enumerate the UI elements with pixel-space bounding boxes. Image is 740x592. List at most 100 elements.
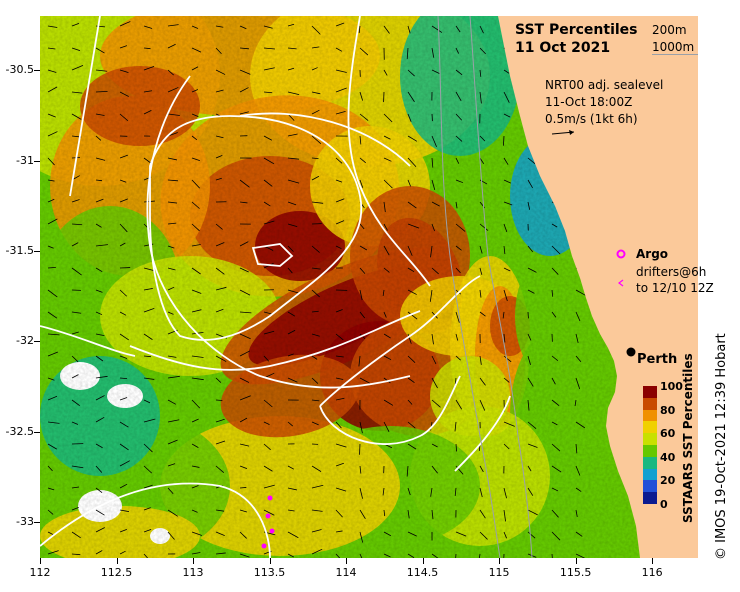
current-arrow xyxy=(479,399,486,411)
current-arrow xyxy=(95,223,102,228)
current-arrow xyxy=(167,531,175,540)
current-arrow xyxy=(143,553,149,558)
x-tick-mark xyxy=(269,558,271,564)
current-arrow xyxy=(239,487,247,489)
colorbar-segment xyxy=(643,468,657,481)
current-arrow xyxy=(335,179,343,183)
current-arrow xyxy=(527,531,536,539)
current-arrow xyxy=(431,355,437,365)
current-arrow xyxy=(47,550,59,555)
current-arrow xyxy=(287,223,298,227)
colorbar-segment xyxy=(643,409,657,422)
current-arrow xyxy=(527,377,534,387)
current-arrow xyxy=(527,509,538,516)
current-arrow xyxy=(503,201,513,206)
current-arrow xyxy=(479,25,484,34)
current-arrow xyxy=(479,69,482,77)
current-arrow xyxy=(191,47,202,53)
current-arrow xyxy=(383,553,391,558)
current-arrow xyxy=(479,377,486,386)
x-tick-mark xyxy=(422,558,424,564)
current-arrow xyxy=(287,289,299,294)
current-arrow xyxy=(95,90,108,93)
current-arrow xyxy=(95,443,103,449)
current-arrow xyxy=(95,47,105,54)
current-arrow xyxy=(263,67,275,71)
current-arrow xyxy=(359,157,366,164)
current-arrow xyxy=(167,113,180,116)
current-arrow xyxy=(95,333,105,336)
current-arrow xyxy=(143,399,151,404)
x-tick-label: 114 xyxy=(335,566,357,579)
current-arrow xyxy=(431,443,438,448)
current-arrow xyxy=(455,443,457,452)
current-arrow xyxy=(479,267,483,275)
colorbar-segment xyxy=(643,421,657,434)
credit-text: © IMOS 19-Oct-2021 12:39 Hobart xyxy=(714,333,729,560)
current-arrow xyxy=(167,157,178,161)
colorbar-segment xyxy=(643,480,657,493)
current-arrow xyxy=(71,64,84,71)
sealevel-contour xyxy=(69,16,101,197)
current-arrow xyxy=(167,201,178,204)
current-arrow xyxy=(455,223,466,232)
current-arrow xyxy=(407,201,417,209)
current-arrow xyxy=(479,91,482,104)
colorbar-segment xyxy=(643,397,657,410)
current-arrow xyxy=(335,309,343,313)
current-arrow xyxy=(406,47,409,60)
current-arrow xyxy=(575,443,578,454)
current-arrow xyxy=(287,377,298,383)
current-arrow xyxy=(383,509,386,517)
sst-map[interactable] xyxy=(40,16,698,558)
sealevel-contour xyxy=(40,325,136,357)
current-arrow xyxy=(335,487,347,492)
current-arrow xyxy=(454,377,457,385)
current-arrow xyxy=(503,487,507,499)
current-arrow xyxy=(119,69,129,73)
current-arrow xyxy=(431,135,437,148)
current-arrow xyxy=(335,333,344,341)
current-arrow xyxy=(71,242,79,247)
current-arrow xyxy=(215,531,225,536)
current-arrow xyxy=(191,89,199,93)
current-arrow xyxy=(95,509,105,516)
current-arrow xyxy=(359,223,365,230)
current-arrow xyxy=(191,399,201,409)
current-arrow xyxy=(191,223,200,232)
current-arrow xyxy=(95,487,103,493)
current-arrow xyxy=(551,245,561,255)
current-arrow xyxy=(527,443,538,448)
current-arrow xyxy=(455,553,457,558)
current-arrow xyxy=(503,377,510,383)
current-arrow xyxy=(95,527,105,533)
current-arrow xyxy=(263,91,273,94)
current-arrow xyxy=(239,417,248,423)
current-arrow xyxy=(239,531,247,539)
current-arrow xyxy=(455,47,460,54)
current-arrow xyxy=(311,91,321,95)
current-arrow xyxy=(407,311,418,320)
current-arrow xyxy=(263,25,273,29)
current-arrow xyxy=(287,133,298,137)
current-arrow xyxy=(143,528,152,533)
sealevel-contour xyxy=(347,16,431,287)
current-arrow xyxy=(239,179,250,188)
current-arrow xyxy=(143,484,153,489)
map-date: 11 Oct 2021 xyxy=(515,40,611,56)
current-arrow xyxy=(335,443,347,448)
current-arrow xyxy=(455,69,463,76)
current-arrow xyxy=(71,553,81,556)
current-arrow xyxy=(479,47,486,55)
current-arrow xyxy=(215,440,226,445)
current-arrow xyxy=(143,65,155,71)
bathymetry-contour xyxy=(469,16,533,558)
current-arrow xyxy=(502,311,505,319)
current-arrow xyxy=(71,331,79,335)
current-arrow xyxy=(287,245,294,252)
current-arrow xyxy=(215,242,225,247)
current-arrow xyxy=(455,245,462,251)
current-arrow xyxy=(359,421,363,434)
current-arrow xyxy=(47,395,58,401)
current-arrow xyxy=(551,509,559,518)
